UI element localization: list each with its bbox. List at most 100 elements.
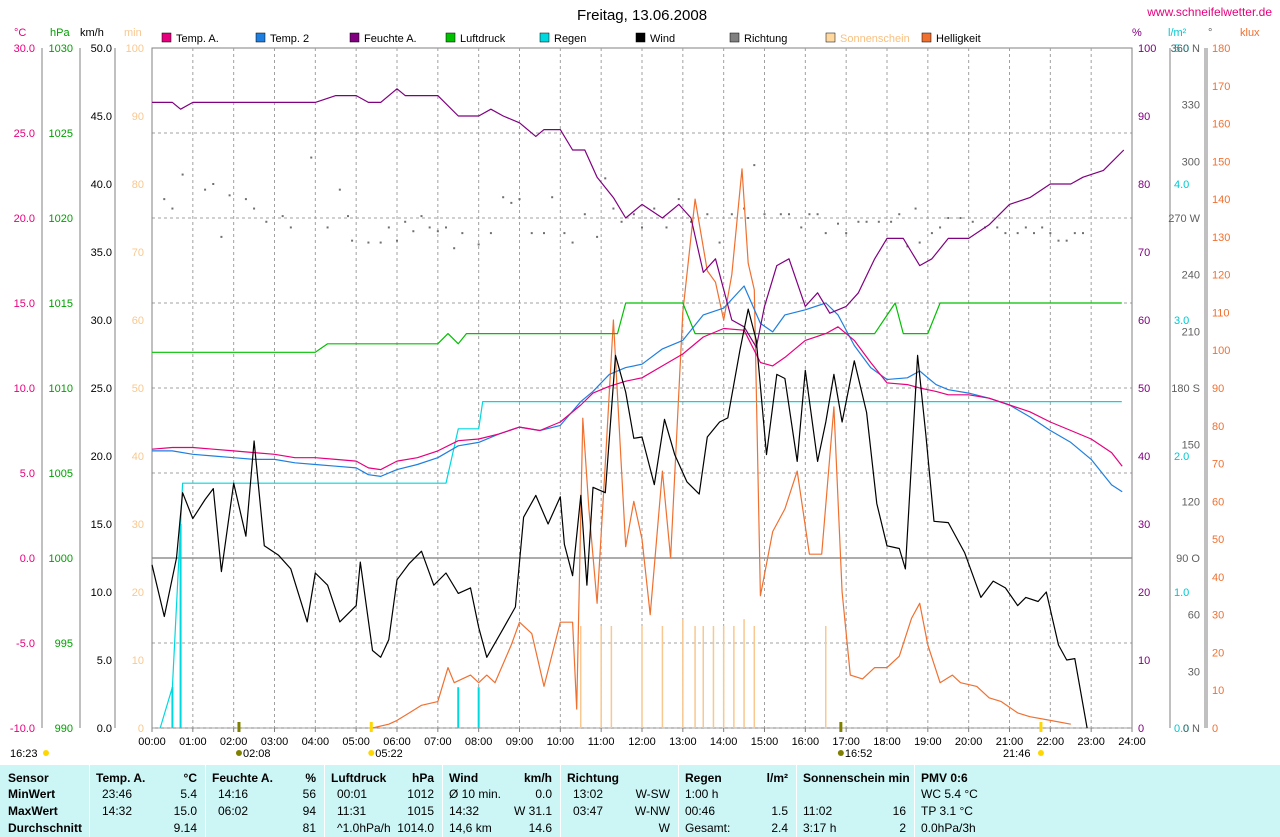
axis-tick-lux: 0 [1212,723,1218,735]
axis-tick-wind: 30.0 [91,315,112,327]
axis-tick-wind: 45.0 [91,111,112,123]
direction-point [800,226,803,229]
axis-tick-temp: -5.0 [16,638,35,650]
axis-tick-wind: 5.0 [97,655,112,667]
axis-tick-temp: 20.0 [14,213,35,225]
series-line-temp-a [151,326,1123,471]
stats-cell-row: 9.14 [90,821,205,836]
x-tick-label: 05:00 [342,736,370,748]
direction-point [1057,239,1060,242]
axis-tick-pressure: 1025 [49,128,73,140]
stats-column-unit: hPa [411,771,434,785]
x-tick-label: 23:00 [1077,736,1105,748]
direction-point [677,198,680,201]
plot-area [151,88,1125,729]
axis-tick-lux: 170 [1212,81,1230,93]
axis-tick-wind: 10.0 [91,587,112,599]
stats-row-name: Sensor [8,771,49,785]
direction-point [551,196,554,199]
axis-tick-sun: 0 [138,723,144,735]
axis-tick-direction: 180 S [1171,383,1200,395]
direction-point [571,241,574,244]
stats-cell-label: 11:31 [337,804,367,818]
axis-tick-direction: 120 [1182,496,1200,508]
direction-point [877,220,880,223]
stats-column: Feuchte A.% 14:16 56 06:02 94 81 [205,765,324,837]
stats-cell-row: W [561,821,678,836]
x-tick-label: 20:00 [955,736,983,748]
stats-column-name: Feuchte A. [212,771,273,785]
direction-point [326,226,329,229]
axis-tick-direction: 210 [1182,326,1200,338]
direction-point [181,173,184,176]
sun-marker-label: 02:08 [243,748,271,760]
axis-unit-sun: min [124,27,142,39]
direction-point [228,194,231,197]
axis-tick-wind: 40.0 [91,179,112,191]
stats-row-name: MinWert [8,787,56,801]
direction-point [971,220,974,223]
axis-tick-humidity: 20 [1138,587,1150,599]
axis-unit-wind: km/h [80,27,104,39]
legend-label: Feuchte A. [364,33,417,45]
axis-tick-direction: 90 O [1176,553,1200,565]
direction-point [730,213,733,216]
stats-cell-value: 1015 [407,804,434,818]
stats-cell-row: Gesamt: 2.4 [679,821,796,836]
stats-cell-value: 14.6 [528,821,552,835]
stats-column-name: Wind [449,771,479,785]
direction-point [1016,232,1019,235]
stats-cell-row: 14,6 km 14.6 [443,821,560,836]
axis-tick-temp: 25.0 [14,128,35,140]
direction-point [351,239,354,242]
axis-tick-lux: 70 [1212,459,1224,471]
axis-tick-lux: 160 [1212,119,1230,131]
stats-row-label: Durchschnitt [0,821,89,836]
direction-point [788,213,790,216]
axis-tick-temp: 15.0 [14,298,35,310]
stats-row-label: MaxWert [0,804,89,819]
sun-marker [237,722,241,732]
direction-point [396,239,398,242]
stats-cell-label: Ø 10 min. [449,787,502,801]
stats-cell-value: 94 [302,804,316,818]
direction-point [543,232,545,235]
axis-tick-humidity: 60 [1138,315,1150,327]
stats-cell-row: 81 [206,821,324,836]
legend-swatch [161,32,172,43]
stats-row-name: Durchschnitt [8,821,83,835]
x-tick-label: 19:00 [914,736,942,748]
axis-tick-humidity: 100 [1138,43,1156,55]
axis-tick-lux: 60 [1212,496,1224,508]
stats-column-header: Sonnenschein min [797,771,914,786]
direction-point [171,207,174,210]
axis-tick-pressure: 1000 [49,553,73,565]
legend-swatch [825,32,836,43]
axis-tick-pressure: 990 [55,723,73,735]
stats-cell-row: 0.0hPa/3h [915,821,1280,836]
axis-unit-rain: l/m² [1168,27,1187,39]
axis-tick-wind: 25.0 [91,383,112,395]
x-tick-label: 02:00 [220,736,248,748]
direction-point [747,217,750,219]
stats-column-header: Temp. A. °C [90,771,205,786]
axis-tick-lux: 90 [1212,383,1224,395]
sun-marker-dot [368,750,375,756]
legend-swatch [539,32,550,43]
bottom-left-dot [43,750,49,756]
stats-cell-row: 11:02 16 [797,804,914,819]
stats-cell-value: 2.4 [771,821,788,835]
axis-tick-pressure: 995 [55,638,73,650]
axis-tick-sun: 60 [132,315,144,327]
direction-point [763,213,766,216]
stats-column-name: Richtung [567,771,619,785]
sun-marker-dot [235,750,242,756]
direction-point [1082,232,1084,235]
stats-cell-row: 14:32 W 31.1 [443,804,560,819]
stats-cell-row: 13:02 W-SW [561,787,678,802]
direction-point [244,198,247,201]
direction-point [220,235,223,238]
direction-point [718,241,721,244]
direction-point [310,156,313,159]
axis-tick-lux: 180 [1212,43,1230,55]
